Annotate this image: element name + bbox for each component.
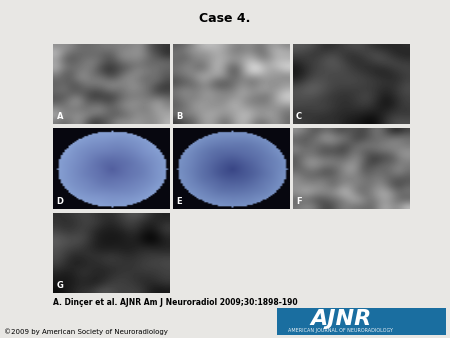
Text: C: C — [296, 112, 302, 121]
Text: AMERICAN JOURNAL OF NEURORADIOLOGY: AMERICAN JOURNAL OF NEURORADIOLOGY — [288, 328, 393, 333]
Text: G: G — [57, 281, 63, 290]
Text: E: E — [176, 197, 182, 206]
Text: A: A — [57, 112, 63, 121]
Text: B: B — [176, 112, 183, 121]
Text: AJNR: AJNR — [310, 309, 372, 329]
Text: D: D — [57, 197, 63, 206]
Text: Case 4.: Case 4. — [199, 12, 251, 25]
Text: F: F — [296, 197, 302, 206]
Text: A. Dinçer et al. AJNR Am J Neuroradiol 2009;30:1898-190: A. Dinçer et al. AJNR Am J Neuroradiol 2… — [53, 298, 298, 307]
Text: ©2009 by American Society of Neuroradiology: ©2009 by American Society of Neuroradiol… — [4, 329, 168, 335]
